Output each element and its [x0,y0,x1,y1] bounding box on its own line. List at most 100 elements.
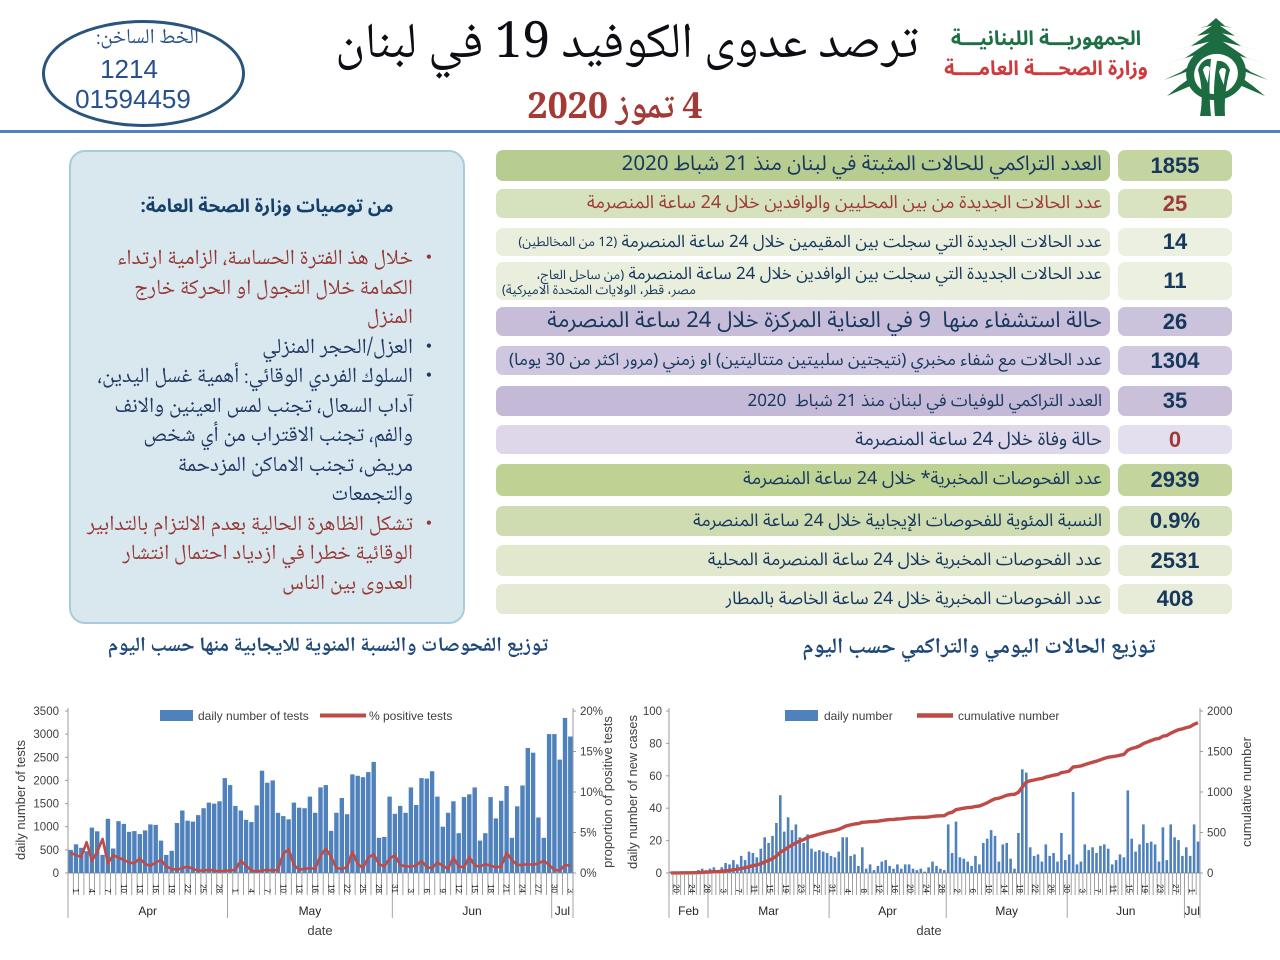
svg-text:3: 3 [406,889,415,894]
svg-text:0: 0 [656,868,662,880]
svg-text:20%: 20% [580,706,603,718]
svg-text:40: 40 [649,803,662,815]
svg-text:23: 23 [796,884,805,893]
svg-text:1: 1 [1187,889,1196,894]
svg-text:0%: 0% [580,868,597,880]
svg-text:30: 30 [550,884,559,893]
svg-text:27: 27 [1171,884,1180,893]
svg-text:10: 10 [279,884,288,893]
svg-text:1: 1 [231,889,240,894]
svg-text:15: 15 [1124,884,1133,893]
svg-text:31: 31 [828,884,837,893]
svg-text:Apr: Apr [138,904,157,918]
svg-text:May: May [995,904,1018,918]
svg-text:2000: 2000 [33,775,59,787]
svg-text:7: 7 [1093,889,1102,894]
svg-text:14: 14 [999,884,1008,893]
svg-text:5%: 5% [580,828,597,840]
svg-text:26: 26 [1046,884,1055,893]
svg-text:12: 12 [454,884,463,893]
svg-text:Feb: Feb [678,904,699,918]
svg-text:May: May [299,904,322,918]
svg-text:Jun: Jun [1116,904,1135,918]
svg-text:20: 20 [672,884,681,893]
svg-text:Mar: Mar [758,904,779,918]
svg-text:24: 24 [687,884,696,893]
svg-text:16: 16 [890,884,899,893]
svg-text:18: 18 [1015,884,1024,893]
svg-text:1000: 1000 [1207,787,1233,799]
svg-text:10: 10 [119,884,128,893]
svg-text:4: 4 [843,889,852,894]
svg-text:3500: 3500 [33,706,59,718]
svg-text:cumulative number: cumulative number [958,709,1059,723]
svg-text:11: 11 [750,885,759,894]
svg-text:60: 60 [649,771,662,783]
svg-text:proportion of positive tests: proportion of positive tests [600,716,615,868]
svg-text:12: 12 [875,884,884,893]
svg-text:25: 25 [199,884,208,893]
svg-text:9: 9 [438,889,447,894]
svg-text:19: 19 [1140,884,1149,893]
svg-text:Jul: Jul [555,904,570,918]
svg-text:daily number of new cases: daily number of new cases [625,715,640,869]
svg-text:10: 10 [984,884,993,893]
svg-text:28: 28 [215,884,224,893]
svg-text:24: 24 [518,884,527,893]
svg-text:19: 19 [326,884,335,893]
svg-text:80: 80 [649,738,662,750]
svg-text:daily number of tests: daily number of tests [198,709,309,723]
svg-text:% positive tests: % positive tests [369,709,452,723]
svg-text:7: 7 [734,889,743,894]
svg-text:24: 24 [921,884,930,893]
svg-text:0: 0 [1207,868,1213,880]
svg-text:22: 22 [1031,884,1040,893]
svg-text:1500: 1500 [1207,747,1233,759]
svg-text:3: 3 [566,889,575,894]
svg-text:date: date [916,923,941,938]
svg-text:20: 20 [649,836,662,848]
svg-text:23: 23 [1156,884,1165,893]
svg-text:6: 6 [968,889,977,894]
svg-text:7: 7 [103,889,112,894]
svg-text:30: 30 [1062,884,1071,893]
svg-text:6: 6 [422,889,431,894]
svg-text:7: 7 [263,889,272,894]
svg-text:10%: 10% [580,787,603,799]
svg-text:22: 22 [342,884,351,893]
svg-text:1: 1 [71,889,80,894]
svg-text:27: 27 [534,884,543,893]
svg-text:28: 28 [374,884,383,893]
svg-text:25: 25 [358,884,367,893]
svg-text:Jul: Jul [1185,904,1200,918]
svg-text:Jun: Jun [462,904,481,918]
svg-text:15: 15 [765,884,774,893]
svg-text:daily number: daily number [824,709,893,723]
svg-text:1000: 1000 [33,822,59,834]
svg-text:13: 13 [135,884,144,893]
svg-text:16: 16 [151,884,160,893]
svg-text:100: 100 [643,706,662,718]
svg-text:500: 500 [1207,828,1226,840]
svg-text:daily number of tests: daily number of tests [13,740,28,860]
svg-text:2500: 2500 [33,752,59,764]
svg-text:2: 2 [953,889,962,894]
svg-text:28: 28 [703,884,712,893]
svg-text:11: 11 [1109,885,1118,894]
svg-text:15: 15 [470,884,479,893]
svg-text:21: 21 [502,884,511,893]
svg-text:1500: 1500 [33,799,59,811]
svg-text:20: 20 [906,884,915,893]
svg-text:3: 3 [1078,889,1087,894]
svg-text:cumulative number: cumulative number [1239,736,1254,846]
svg-text:16: 16 [310,884,319,893]
svg-text:500: 500 [40,845,59,857]
svg-text:date: date [307,923,332,938]
svg-text:22: 22 [183,884,192,893]
svg-text:15%: 15% [580,747,603,759]
svg-text:Apr: Apr [878,904,897,918]
svg-text:27: 27 [812,884,821,893]
svg-text:28: 28 [937,884,946,893]
svg-text:8: 8 [859,889,868,894]
svg-text:31: 31 [390,884,399,893]
